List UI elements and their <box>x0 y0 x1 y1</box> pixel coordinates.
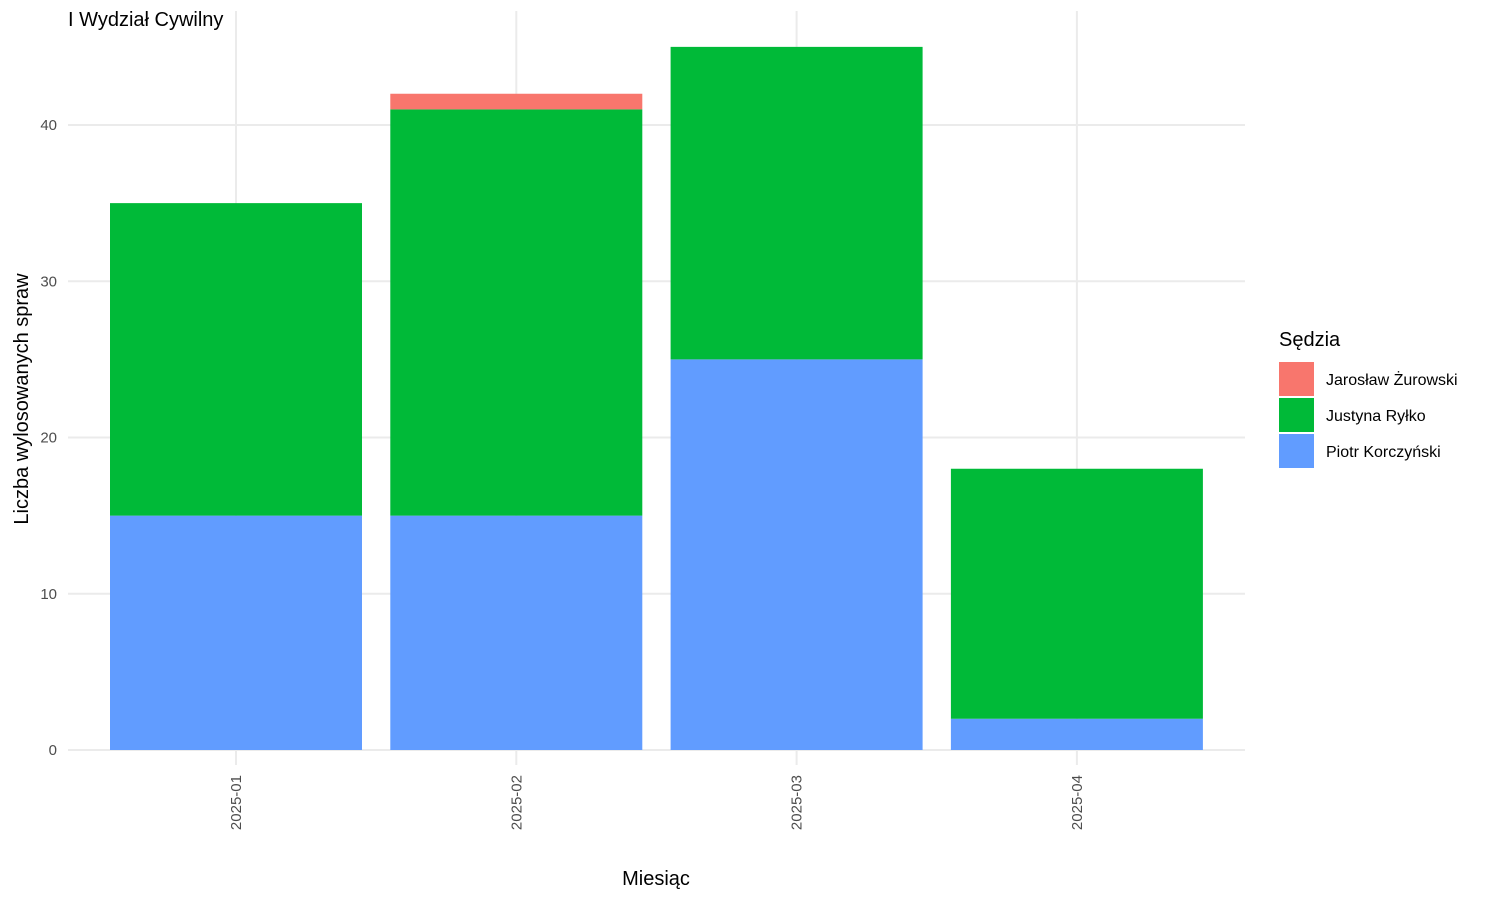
legend: Sędzia Jarosław Żurowski Justyna Ryłko Pio… <box>1279 329 1458 468</box>
bar-segment <box>110 203 362 516</box>
legend-swatch <box>1279 362 1314 396</box>
bars-layer <box>110 46 1203 750</box>
legend-label: Justyna Ryłko <box>1326 408 1426 425</box>
y-axis-ticks: 0 10 20 30 40 <box>40 117 57 759</box>
legend-swatch <box>1279 398 1314 432</box>
legend-items: Jarosław Żurowski Justyna Ryłko Piotr Korc… <box>1279 362 1458 468</box>
y-tick-label: 10 <box>40 586 57 603</box>
x-axis-ticks: 2025-01 2025-02 2025-03 2025-04 <box>228 775 1086 830</box>
x-tick-label: 2025-02 <box>508 775 525 830</box>
y-tick-label: 40 <box>40 117 57 134</box>
legend-label: Jarosław Żurowski <box>1326 370 1458 389</box>
bar-segment <box>950 718 1203 750</box>
bar-segment <box>390 109 643 516</box>
bar-segment <box>670 46 923 360</box>
y-tick-label: 30 <box>40 273 57 290</box>
x-tick-label: 2025-01 <box>228 775 245 830</box>
y-axis-title: Liczba wylosowanych spraw <box>11 273 33 525</box>
x-axis-title: Miesiąc <box>622 868 690 890</box>
legend-title: Sędzia <box>1279 329 1341 351</box>
bar-segment <box>390 515 643 750</box>
x-tick-label: 2025-04 <box>1069 775 1086 830</box>
bar-segment <box>390 93 643 110</box>
y-tick-label: 20 <box>40 430 57 447</box>
x-tick-label: 2025-03 <box>789 775 806 830</box>
y-tick-label: 0 <box>49 742 57 759</box>
bar-segment <box>110 515 362 750</box>
legend-swatch <box>1279 434 1314 468</box>
chart-title: I Wydział Cywilny <box>68 9 223 31</box>
bar-segment <box>670 359 923 750</box>
legend-label: Piotr Korczyński <box>1326 444 1441 461</box>
bar-segment <box>950 468 1203 719</box>
